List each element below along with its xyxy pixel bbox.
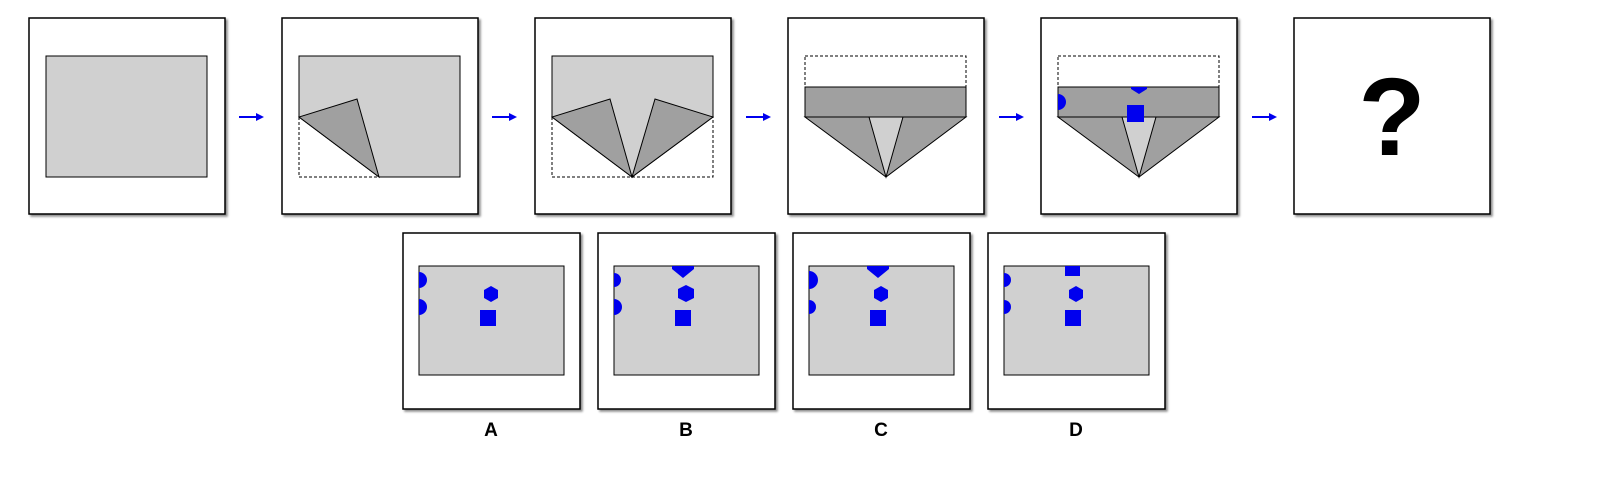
half-circle-shape [1004, 300, 1011, 314]
half-circle-shape [809, 300, 816, 314]
hexagon-shape [678, 285, 694, 302]
step-3-fold-bottom-right [534, 17, 732, 215]
option-a[interactable]: A [402, 232, 581, 441]
arrow-1 [239, 113, 264, 121]
square-shape [480, 310, 496, 326]
arrow-4 [999, 113, 1024, 121]
option-b[interactable]: B [597, 232, 776, 441]
half-circle-shape [1058, 94, 1066, 110]
hexagon-shape [1131, 87, 1147, 94]
half-circle-shape [614, 299, 622, 315]
arrow-3 [746, 113, 771, 121]
arrow-2 [492, 113, 517, 121]
step-4-fold-top-down [787, 17, 985, 215]
arrow-5 [1252, 113, 1277, 121]
option-label: A [484, 420, 498, 441]
square-shape [1065, 310, 1081, 326]
half-circle-shape [419, 272, 427, 288]
half-circle-shape [419, 299, 427, 315]
half-circle-shape [809, 271, 818, 289]
square-shape [1065, 266, 1080, 276]
half-circle-shape [614, 273, 621, 287]
option-c[interactable]: C [792, 232, 971, 441]
option-d[interactable]: D [987, 232, 1166, 441]
step-5-punched-shapes [1040, 17, 1238, 215]
option-label: B [679, 420, 693, 441]
step-2-fold-bottom-left [281, 17, 479, 215]
hexagon-shape [874, 286, 888, 302]
half-circle-shape [1004, 273, 1011, 287]
option-label: C [874, 420, 888, 441]
step-1-flat-paper [28, 17, 226, 215]
step-6-unknown: ? [1293, 17, 1491, 215]
hexagon-shape [867, 266, 889, 278]
square-shape [870, 310, 886, 326]
hexagon-shape [1069, 286, 1083, 302]
square-shape [1127, 105, 1144, 122]
question-mark: ? [1358, 56, 1425, 179]
hexagon-shape [672, 266, 694, 278]
option-label: D [1069, 420, 1083, 441]
hexagon-shape [484, 286, 498, 302]
square-shape [675, 310, 691, 326]
